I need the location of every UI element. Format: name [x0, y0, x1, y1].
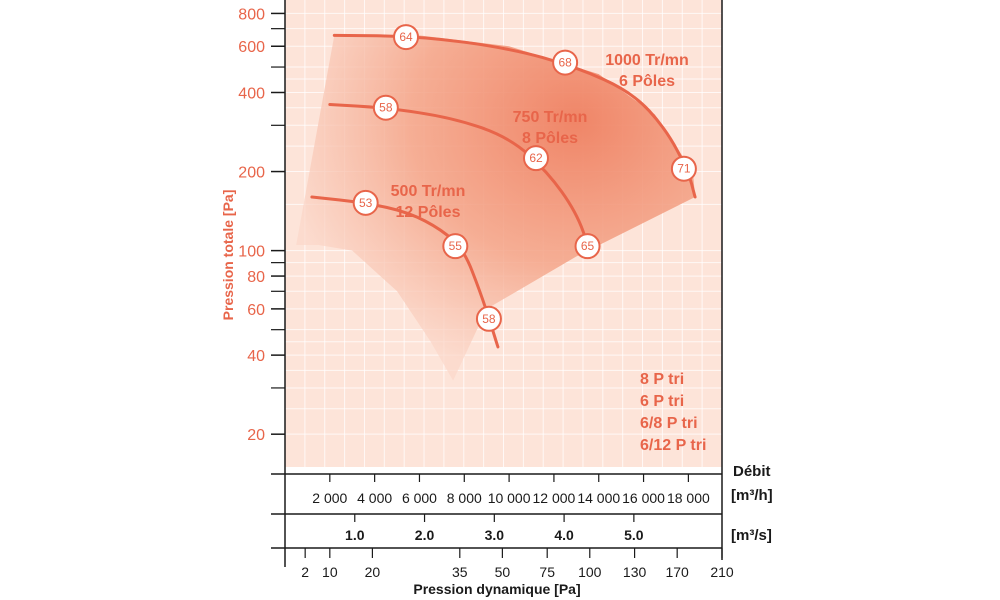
- curve-labels: 1000 Tr/mn 6 Pôles 750 Tr/mn 8 Pôles 500 Tr/…: [391, 52, 689, 221]
- y-axis-title: Pression totale [Pa]: [220, 190, 236, 321]
- curve-label-speed: 750 Tr/mn: [513, 109, 588, 126]
- legend-item: 8 P tri: [640, 371, 684, 388]
- m3s-tick-label: 2.0: [415, 527, 435, 543]
- m3h-tick-label: 16 000: [622, 490, 665, 506]
- noise-marker-value: 62: [529, 151, 543, 165]
- dynamic-pressure-tick-label: 170: [665, 564, 689, 580]
- dynamic-pressure-tick-label: 2: [301, 564, 309, 580]
- noise-marker-circle: [574, 233, 601, 260]
- noise-marker-circle: [442, 233, 469, 260]
- noise-marker-value: 58: [379, 101, 393, 115]
- m3h-tick-label: 4 000: [357, 490, 392, 506]
- noise-marker-circle: [552, 49, 579, 76]
- dynamic-pressure-tick-label: 10: [322, 564, 338, 580]
- dynamic-pressure-tick-label: 130: [623, 564, 647, 580]
- m3s-tick-label: 3.0: [485, 527, 505, 543]
- m3h-tick-label: 10 000: [488, 490, 531, 506]
- noise-marker-value: 64: [399, 30, 413, 44]
- dynamic-pressure-tick-label: 35: [452, 564, 468, 580]
- curve-label-poles: 8 Pôles: [522, 130, 578, 147]
- dynamic-pressure-tick-label: 210: [710, 564, 734, 580]
- noise-marker-circle: [670, 155, 697, 182]
- y-tick-label: 60: [247, 302, 265, 319]
- noise-marker-value: 55: [449, 239, 463, 253]
- legend: 8 P tri 6 P tri 6/8 P tri 6/12 P tri: [640, 371, 706, 454]
- noise-marker-circle: [475, 305, 502, 332]
- dynamic-pressure-tick-label: 50: [495, 564, 511, 580]
- curve-label-poles: 6 Pôles: [619, 73, 675, 90]
- noise-marker-value: 68: [558, 56, 572, 70]
- m3h-unit: [m³/h]: [731, 487, 773, 504]
- noise-marker-circle: [352, 189, 379, 216]
- legend-item: 6/8 P tri: [640, 415, 698, 432]
- noise-marker-circle: [372, 94, 399, 121]
- m3h-tick-label: 6 000: [402, 490, 437, 506]
- y-axis: 20 40 60 80 100 200 400 600 800: [238, 0, 286, 567]
- m3s-tick-label: 5.0: [624, 527, 644, 543]
- dynamic-pressure-tick-label: 100: [578, 564, 602, 580]
- debit-label: Débit: [733, 463, 771, 480]
- dynamic-pressure-tick-label: 20: [365, 564, 381, 580]
- noise-marker-value: 71: [677, 162, 691, 176]
- curve-label-speed: 1000 Tr/mn: [605, 52, 689, 69]
- noise-marker-value: 53: [359, 196, 373, 210]
- m3s-unit: [m³/s]: [731, 527, 772, 544]
- legend-item: 6/12 P tri: [640, 437, 706, 454]
- dynamic-pressure-tick-label: 75: [539, 564, 555, 580]
- y-tick-label: 20: [247, 427, 265, 444]
- noise-marker-circle: [393, 24, 420, 51]
- y-tick-label: 600: [238, 39, 265, 56]
- m3h-tick-label: 18 000: [667, 490, 710, 506]
- y-tick-label: 40: [247, 348, 265, 365]
- m3h-tick-label: 14 000: [577, 490, 620, 506]
- legend-item: 6 P tri: [640, 393, 684, 410]
- y-tick-label: 200: [238, 165, 265, 182]
- curve-label-poles: 12 Pôles: [396, 204, 461, 221]
- y-tick-label: 400: [238, 85, 265, 102]
- y-tick-label: 80: [247, 269, 265, 286]
- m3h-tick-label: 12 000: [533, 490, 576, 506]
- operating-envelope: [296, 35, 696, 381]
- m3h-tick-label: 8 000: [447, 490, 482, 506]
- y-tick-label: 800: [238, 6, 265, 23]
- x-axis: 2 000 4 000 6 000 8 000 10 000 12 000 14 000 16…: [271, 0, 734, 580]
- noise-markers: 64 68 71 58 62 65 53 55 58: [352, 24, 697, 332]
- curve-label-speed: 500 Tr/mn: [391, 183, 466, 200]
- m3h-tick-label: 2 000: [312, 490, 347, 506]
- m3s-tick-label: 1.0: [345, 527, 365, 543]
- curve-750-tr-mn: [328, 103, 592, 253]
- noise-marker-value: 65: [581, 239, 595, 253]
- noise-marker-value: 58: [482, 312, 496, 326]
- x-axis-title: Pression dynamique [Pa]: [413, 581, 580, 597]
- m3s-tick-label: 4.0: [554, 527, 574, 543]
- y-tick-label: 100: [238, 244, 265, 261]
- noise-marker-circle: [522, 145, 549, 172]
